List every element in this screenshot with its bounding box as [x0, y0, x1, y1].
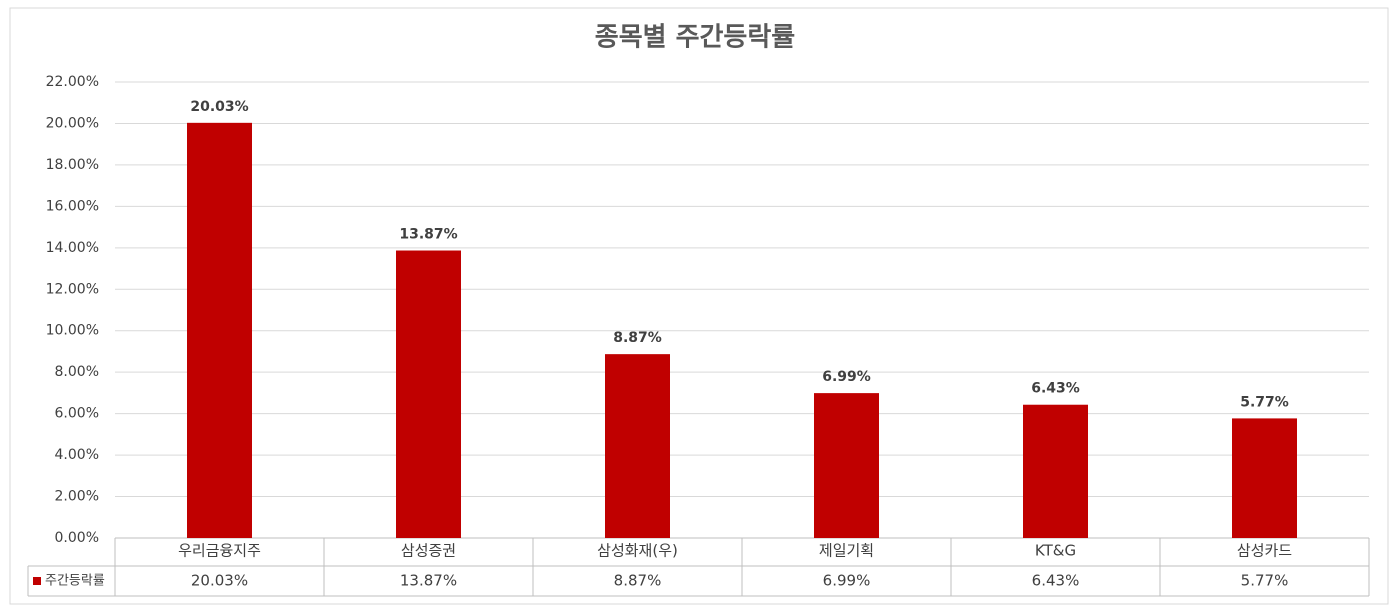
table-value: 5.77% — [1241, 572, 1289, 590]
table-value: 6.43% — [1032, 572, 1080, 590]
bar — [396, 250, 461, 538]
table-value: 6.99% — [823, 572, 871, 590]
x-tick-label: 삼성카드 — [1237, 542, 1292, 560]
y-tick-label: 2.00% — [55, 489, 99, 505]
value-label: 6.99% — [822, 369, 871, 385]
x-tick-label: 삼성증권 — [401, 542, 456, 560]
bar — [1232, 418, 1297, 538]
value-label: 5.77% — [1240, 394, 1289, 410]
value-label: 6.43% — [1031, 381, 1080, 397]
y-tick-label: 18.00% — [46, 157, 99, 173]
y-tick-label: 14.00% — [46, 240, 99, 256]
value-label: 8.87% — [613, 330, 662, 346]
y-tick-label: 0.00% — [55, 530, 99, 546]
legend-label: 주간등락률 — [45, 574, 105, 589]
table-value: 13.87% — [400, 572, 457, 590]
table-value: 8.87% — [614, 572, 662, 590]
y-tick-label: 6.00% — [55, 406, 99, 422]
x-tick-label: 우리금융지주 — [178, 542, 261, 560]
chart-title: 종목별 주간등락률 — [595, 23, 795, 53]
table-value: 20.03% — [191, 572, 248, 590]
y-tick-label: 16.00% — [46, 198, 99, 214]
bar — [1023, 404, 1088, 538]
y-tick-label: 4.00% — [55, 447, 99, 463]
y-tick-label: 8.00% — [55, 364, 99, 380]
y-tick-label: 12.00% — [46, 281, 99, 297]
y-tick-label: 22.00% — [46, 74, 99, 90]
value-label: 20.03% — [190, 99, 248, 115]
value-label: 13.87% — [399, 227, 457, 243]
y-tick-label: 20.00% — [46, 115, 99, 131]
x-tick-label: 제일기획 — [819, 542, 874, 560]
legend-swatch — [33, 577, 41, 585]
x-tick-label: KT&G — [1035, 542, 1076, 560]
bar — [605, 354, 670, 538]
bar — [814, 393, 879, 538]
y-tick-label: 10.00% — [46, 323, 99, 339]
bar — [187, 122, 252, 538]
x-tick-label: 삼성화재(우) — [597, 542, 678, 560]
